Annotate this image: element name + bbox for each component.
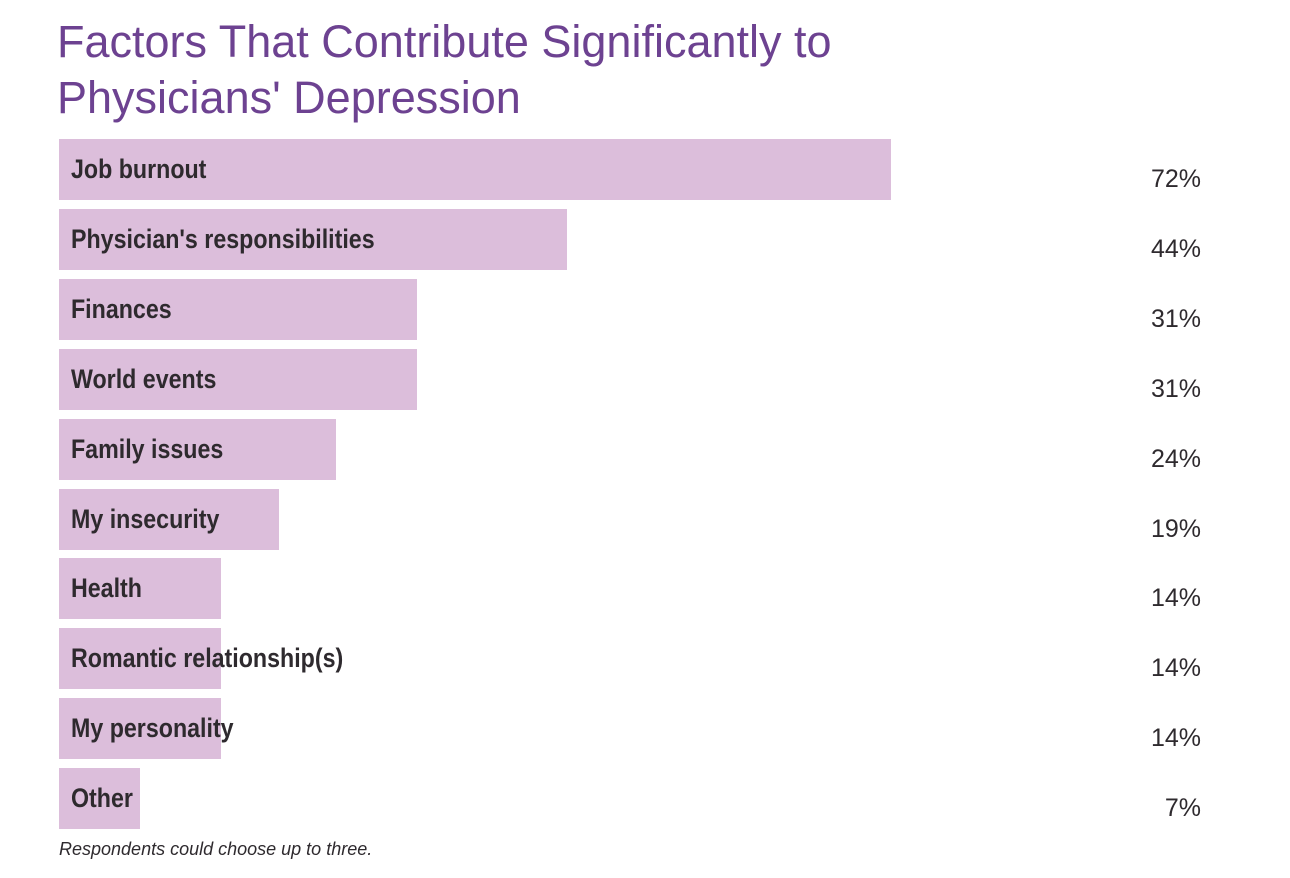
value-label: 31%	[1150, 374, 1201, 403]
category-label: Other	[71, 783, 133, 814]
value-label: 7%	[1164, 794, 1201, 823]
value-label: 44%	[1150, 234, 1201, 263]
category-label: Family issues	[71, 433, 224, 464]
category-label: Romantic relationship(s)	[71, 643, 344, 674]
category-label: Job burnout	[71, 154, 207, 184]
value-label: 24%	[1150, 444, 1201, 473]
bar	[59, 628, 221, 690]
bar	[59, 558, 221, 620]
value-label: 14%	[1150, 654, 1201, 683]
bar	[59, 418, 337, 480]
bar	[59, 698, 221, 760]
bar	[59, 768, 140, 830]
category-label: My personality	[71, 713, 234, 744]
chart-title: Factors That Contribute Significantly to…	[57, 16, 832, 123]
value-label: 72%	[1150, 165, 1201, 193]
bar	[59, 488, 279, 550]
value-label: 31%	[1150, 304, 1201, 333]
bar	[59, 208, 568, 270]
value-label: 14%	[1150, 724, 1201, 753]
category-label: World events	[71, 363, 217, 394]
bar	[59, 348, 418, 410]
category-label: Physician's responsibilities	[71, 223, 375, 254]
value-label: 19%	[1150, 514, 1201, 543]
bar	[59, 139, 891, 200]
category-label: Health	[71, 573, 142, 604]
category-label: My insecurity	[71, 503, 220, 534]
category-label: Finances	[71, 293, 172, 324]
value-label: 14%	[1150, 584, 1201, 613]
footnote: Respondents could choose up to three.	[59, 839, 373, 859]
bar	[59, 278, 418, 340]
